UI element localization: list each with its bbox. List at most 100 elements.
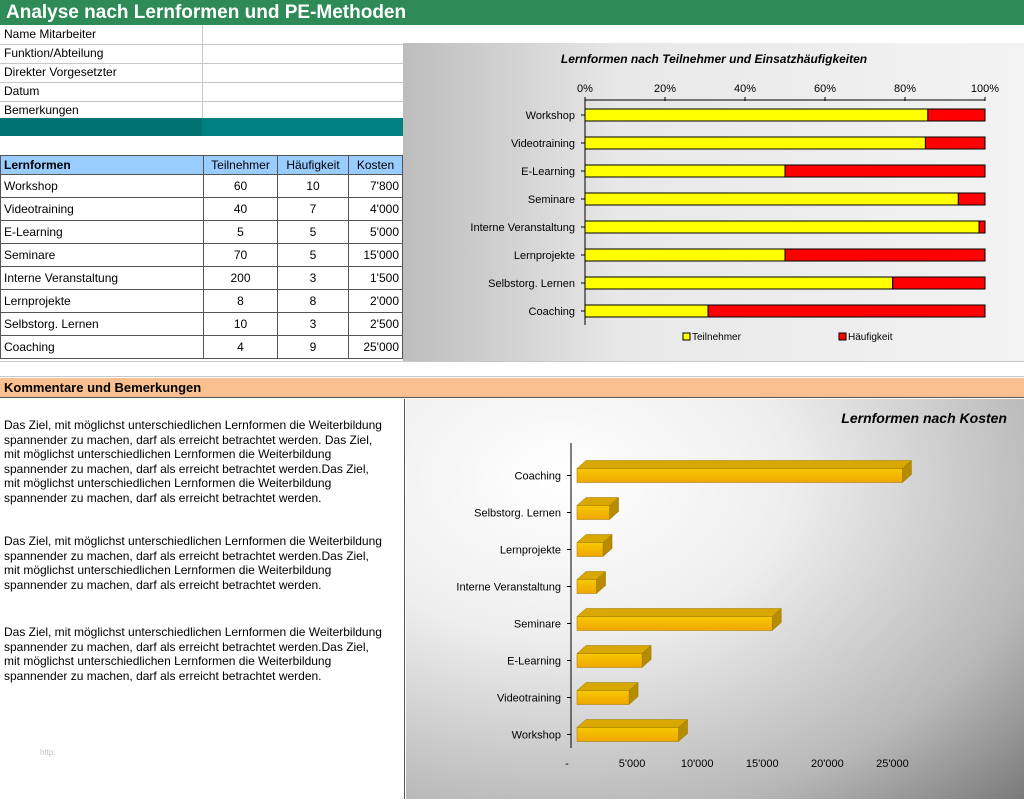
table-row[interactable]: Videotraining 40 7 4'000 [0,197,403,221]
bar-haeufigkeit [978,220,986,234]
x-tick-label: 15'000 [746,758,779,770]
chart-kosten: Lernformen nach Kosten Coaching Selbstorg.… [406,399,1024,799]
cell-haeufigkeit[interactable]: 3 [277,312,349,336]
cell-kosten[interactable]: 7'800 [348,174,403,198]
cell-haeufigkeit[interactable]: 10 [277,174,349,198]
cell-name[interactable]: Seminare [0,243,204,267]
category-label: Videotraining [511,138,575,150]
table-row[interactable]: Selbstorg. Lernen 10 3 2'500 [0,312,403,336]
cell-name[interactable]: Lernprojekte [0,289,204,313]
info-row-supervisor[interactable]: Direkter Vorgesetzter [0,63,403,83]
table-row[interactable]: Seminare 70 5 15'000 [0,243,403,267]
cell-kosten[interactable]: 25'000 [348,335,403,359]
x-tick-label: 60% [814,83,836,95]
cell-name[interactable]: Workshop [0,174,204,198]
cell-kosten[interactable]: 5'000 [348,220,403,244]
teal-separator-left [0,118,202,136]
category-label: Workshop [526,110,575,122]
cell-teilnehmer[interactable]: 8 [203,289,278,313]
cell-teilnehmer[interactable]: 70 [203,243,278,267]
bar-teilnehmer [584,164,786,178]
comments-area[interactable]: Das Ziel, mit möglichst unterschiedliche… [0,399,405,799]
cell-teilnehmer[interactable]: 5 [203,220,278,244]
bar-kosten [576,653,643,668]
legend-label-teilnehmer: Teilnehmer [692,332,742,343]
cell-kosten[interactable]: 2'500 [348,312,403,336]
x-tick-label: 20'000 [811,758,844,770]
cell-haeufigkeit[interactable]: 7 [277,197,349,221]
cell-name[interactable]: Videotraining [0,197,204,221]
legend-swatch-teilnehmer [682,332,691,341]
category-label: Coaching [529,306,575,318]
info-row-name[interactable]: Name Mitarbeiter [0,25,1024,45]
chart-teilnehmer-haeufigkeit: Lernformen nach Teilnehmer und Einsatzhä… [403,43,1024,361]
comment-paragraph: Das Ziel, mit möglichst unterschiedliche… [4,418,382,505]
comment-paragraph: Das Ziel, mit möglichst unterschiedliche… [4,534,382,592]
bar-top [576,645,652,654]
category-label: Workshop [512,730,561,742]
category-label: Seminare [514,619,561,631]
cell-teilnehmer[interactable]: 10 [203,312,278,336]
bar-haeufigkeit [707,304,986,318]
bar-top [576,460,913,469]
table-row[interactable]: Coaching 4 9 25'000 [0,335,403,359]
chart2-svg: Lernformen nach Kosten Coaching Selbstorg.… [456,410,1007,770]
category-label: Lernprojekte [500,545,561,557]
bar-haeufigkeit [924,136,986,150]
cell-name[interactable]: Coaching [0,335,204,359]
x-tick-label: 0% [577,83,593,95]
faint-watermark-text: http: [40,748,56,757]
cell-haeufigkeit[interactable]: 5 [277,243,349,267]
divider [202,101,203,120]
cell-teilnehmer[interactable]: 200 [203,266,278,290]
col-header-kosten: Kosten [348,155,403,175]
cell-teilnehmer[interactable]: 40 [203,197,278,221]
cell-kosten[interactable]: 4'000 [348,197,403,221]
cell-name[interactable]: Selbstorg. Lernen [0,312,204,336]
col-header-teilnehmer: Teilnehmer [203,155,278,175]
category-label: Lernprojekte [514,250,575,262]
bar-kosten [576,542,604,557]
info-label: Datum [4,84,40,98]
cell-haeufigkeit[interactable]: 9 [277,335,349,359]
divider [0,376,1024,377]
table-row[interactable]: Lernprojekte 8 8 2'000 [0,289,403,313]
page-title: Analyse nach Lernformen und PE-Methoden [0,0,1024,25]
teal-separator [0,118,403,136]
info-label: Bemerkungen [4,103,79,117]
cell-kosten[interactable]: 15'000 [348,243,403,267]
chart1-svg: Lernformen nach Teilnehmer und Einsatzhä… [470,52,999,343]
bar-teilnehmer [584,108,929,122]
table-header-row: Lernformen Teilnehmer Häufigkeit Kosten [0,155,403,175]
x-tick-label: - [565,758,569,770]
cell-kosten[interactable]: 1'500 [348,266,403,290]
info-row-date[interactable]: Datum [0,82,403,102]
cell-teilnehmer[interactable]: 60 [203,174,278,198]
x-tick-label: 80% [894,83,916,95]
category-label: Selbstorg. Lernen [474,508,561,520]
cell-haeufigkeit[interactable]: 5 [277,220,349,244]
category-label: E-Learning [507,656,561,668]
cell-name[interactable]: E-Learning [0,220,204,244]
x-tick-label: 100% [971,83,999,95]
table-row[interactable]: Workshop 60 10 7'800 [0,174,403,198]
category-label: Coaching [515,471,561,483]
cell-teilnehmer[interactable]: 4 [203,335,278,359]
comment-paragraph: Das Ziel, mit möglichst unterschiedliche… [4,625,382,683]
bar-haeufigkeit [927,108,986,122]
chart2-title: Lernformen nach Kosten [841,410,1007,426]
info-label: Direkter Vorgesetzter [4,65,117,79]
cell-kosten[interactable]: 2'000 [348,289,403,313]
cell-name[interactable]: Interne Veranstaltung [0,266,204,290]
divider [202,82,203,101]
table-row[interactable]: Interne Veranstaltung 200 3 1'500 [0,266,403,290]
bar-haeufigkeit [957,192,986,206]
col-header-haeufigkeit: Häufigkeit [277,155,349,175]
bar-top [576,719,689,728]
x-tick-label: 10'000 [681,758,714,770]
cell-haeufigkeit[interactable]: 8 [277,289,349,313]
bar-kosten [576,690,630,705]
comments-header: Kommentare und Bemerkungen [0,378,1024,398]
table-row[interactable]: E-Learning 5 5 5'000 [0,220,403,244]
cell-haeufigkeit[interactable]: 3 [277,266,349,290]
